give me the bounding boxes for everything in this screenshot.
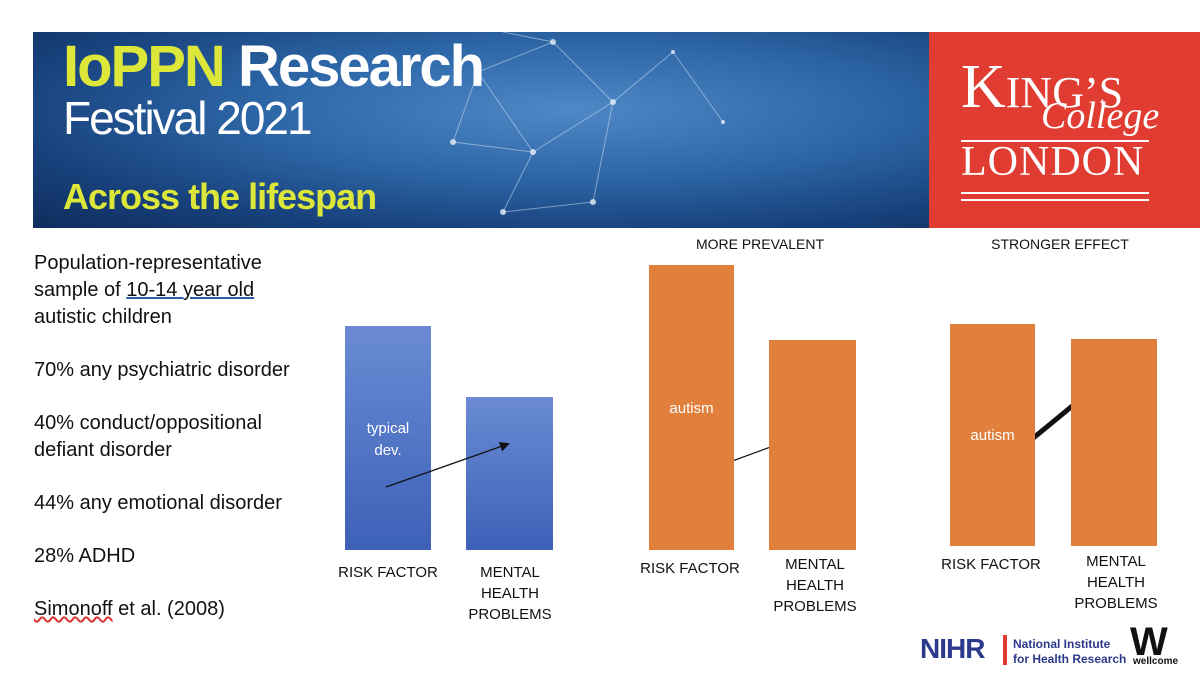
caption-stronger-effect: STRONGER EFFECT — [991, 236, 1129, 252]
x-label-mental-health-3: MENTAL HEALTH PROBLEMS — [1056, 551, 1176, 614]
x-label-mental-2: MENTAL — [785, 556, 845, 573]
citation-author: Simonoff — [34, 598, 113, 620]
x-label-health-2: HEALTH — [785, 577, 845, 594]
arrow-typical — [385, 441, 510, 488]
banner-tagline: Across the lifespan — [63, 176, 377, 217]
x-label-risk-factor-2: RISK FACTOR — [640, 560, 740, 577]
kcl-college: College — [1041, 95, 1160, 137]
label-dev: dev. — [374, 442, 402, 459]
x-label-problems-3: PROBLEMS — [1074, 595, 1158, 612]
kcl-london: LONDON — [961, 139, 1145, 185]
x-label-health-3: HEALTH — [1086, 574, 1146, 591]
kcl-kings: KING’S — [961, 56, 1123, 124]
kings-college-logo: KING’S College LONDON — [929, 32, 1200, 228]
sample-line-1: Population-representative — [34, 252, 262, 274]
stat-conduct: 40% conduct/oppositional defiant disorde… — [34, 410, 324, 464]
banner-title-ioppn: IoPPN — [63, 34, 226, 99]
x-label-problems-1: PROBLEMS — [468, 606, 552, 623]
label-autism-prevalent: autism — [669, 400, 714, 417]
x-label-mental-health-1: MENTAL HEALTH PROBLEMS — [450, 562, 570, 625]
x-label-risk-factor-1: RISK FACTOR — [338, 564, 438, 581]
label-typical: typical — [366, 420, 410, 437]
bar-mental-health-prevalent — [769, 340, 856, 550]
bar-risk-factor-autism-prevalent — [649, 265, 734, 550]
wellcome-logo-icon: W — [1130, 620, 1168, 664]
stat-adhd: 28% ADHD — [34, 545, 136, 567]
bar-risk-factor-typical — [345, 326, 431, 550]
stat-emotional: 44% any emotional disorder — [34, 492, 282, 514]
citation: Simonoff et al. (2008) — [34, 596, 324, 623]
findings-text: Population-representative sample of 10-1… — [34, 250, 324, 649]
x-label-mental-1: MENTAL — [480, 564, 540, 581]
stat-psychiatric: 70% any psychiatric disorder — [34, 359, 290, 381]
kcl-ings: ING’S — [1005, 68, 1124, 117]
kcl-rule-2 — [961, 199, 1149, 201]
bar-mental-health-typical — [466, 397, 553, 550]
wellcome-label: wellcome — [1133, 656, 1179, 667]
nihr-line-1: National Institute — [1013, 637, 1111, 651]
sample-line-2: sample of — [34, 279, 127, 301]
nihr-divider — [1003, 635, 1007, 665]
network-graphic — [450, 32, 725, 215]
stat-conduct-line2: defiant disorder — [34, 439, 172, 461]
citation-rest: et al. (2008) — [112, 598, 225, 620]
kcl-rule-top — [961, 140, 1149, 142]
kcl-k: K — [961, 53, 1006, 121]
banner-title: IoPPN Research — [63, 34, 485, 99]
caption-more-prevalent: MORE PREVALENT — [695, 236, 825, 252]
label-autism-stronger: autism — [970, 427, 1015, 444]
x-label-mental-3: MENTAL — [1086, 553, 1146, 570]
festival-banner: IoPPN Research Festival 2021 Across the … — [33, 32, 931, 228]
x-label-risk-factor-3: RISK FACTOR — [941, 556, 1041, 573]
x-label-mental-health-2: MENTAL HEALTH PROBLEMS — [755, 554, 875, 617]
age-range: 10-14 year old — [126, 279, 255, 301]
nihr-name: National Institute for Health Research — [1013, 637, 1126, 667]
x-label-health-1: HEALTH — [480, 585, 540, 602]
kcl-rule-1 — [961, 192, 1149, 194]
bar-risk-factor-autism-stronger — [950, 324, 1035, 546]
stat-conduct-line1: 40% conduct/oppositional — [34, 412, 262, 434]
x-label-problems-2: PROBLEMS — [773, 598, 857, 615]
sample-line-3: autistic children — [34, 306, 172, 328]
bar-mental-health-stronger — [1071, 339, 1157, 546]
label-typical-dev: typical dev. — [345, 418, 431, 462]
banner-subtitle: Festival 2021 — [63, 92, 313, 144]
nihr-logo: NIHR — [920, 633, 985, 664]
nihr-line-2: for Health Research — [1013, 652, 1127, 666]
banner-title-research: Research — [237, 34, 485, 99]
sample-description: Population-representative sample of 10-1… — [34, 250, 324, 331]
